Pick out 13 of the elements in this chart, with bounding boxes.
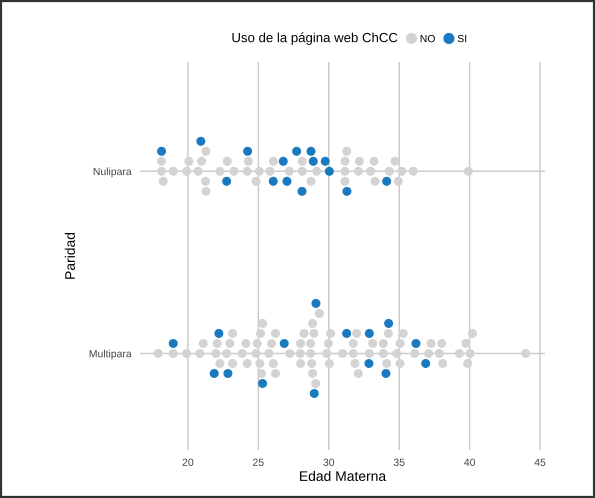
legend-label: NO	[420, 34, 435, 42]
y-tick-label: Multipara	[90, 350, 132, 360]
x-tick-label: 25	[253, 458, 264, 466]
y-tick-label: Nulipara	[94, 168, 132, 178]
x-tick-label: 30	[323, 458, 334, 466]
x-axis-title: Edad Materna	[300, 470, 386, 482]
x-tick-label: 45	[534, 458, 546, 466]
x-tick-label: 35	[394, 458, 405, 466]
legend-title: Uso de la página web ChCC	[232, 32, 398, 45]
legend-label: SI	[458, 34, 466, 42]
x-tick-label: 40	[464, 458, 476, 466]
x-tick-label: 20	[182, 458, 194, 466]
y-axis-title: Paridad	[64, 232, 75, 279]
